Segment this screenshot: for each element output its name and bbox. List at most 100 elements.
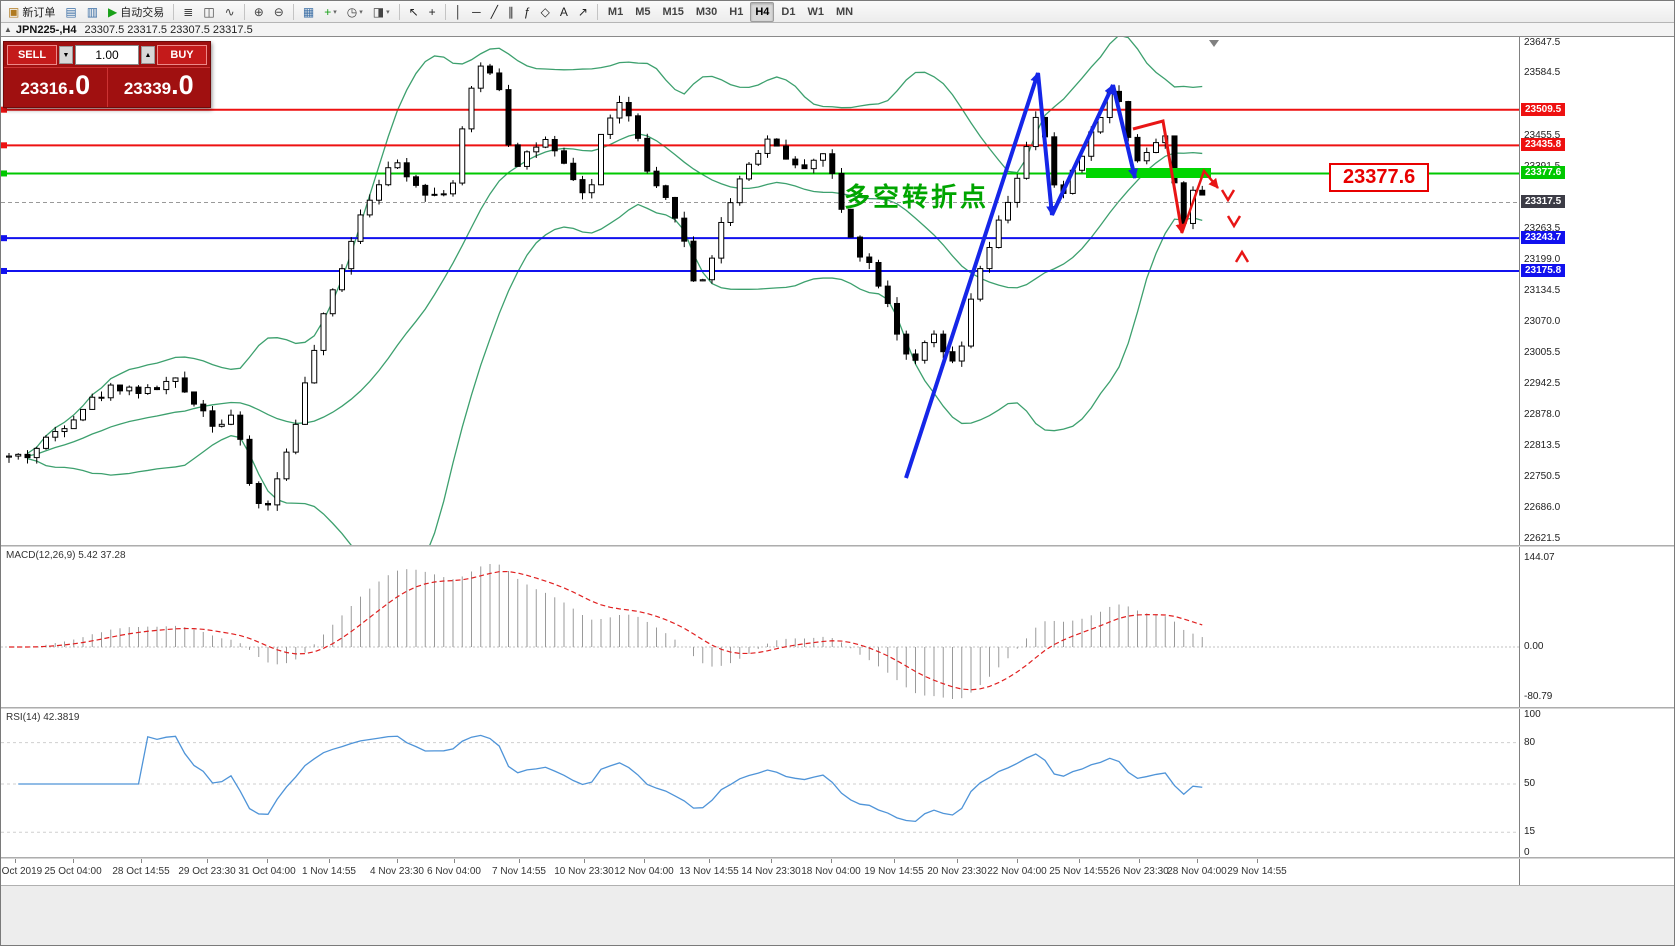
buy-price[interactable]: 23339.0 bbox=[106, 68, 211, 107]
trendline-button[interactable]: ╱ bbox=[487, 2, 502, 22]
time-axis-label: 25 Nov 14:55 bbox=[1049, 866, 1109, 877]
timeframe-mn-button[interactable]: MN bbox=[835, 5, 854, 18]
volume-input[interactable] bbox=[75, 45, 139, 65]
price-level-badge: 23377.6 bbox=[1521, 166, 1566, 180]
cursor-button[interactable]: ↖ bbox=[405, 2, 423, 22]
pivot-point-annotation[interactable]: 多空转折点 bbox=[844, 182, 990, 212]
toolbar: ▣ 新订单 ▤ ▥ ▶ 自动交易 ≣ ◫ ∿ ⊕ ⊖ ▦ + ▾ ◷ ▾ ◨ ▾ ↖ + │ ─ ╱ ∥ ƒ ◇ A ↗ M1 M5 M15… bbox=[1, 1, 1674, 23]
timeframe-m1-button[interactable]: M1 bbox=[607, 5, 624, 18]
axis-label: 23584.5 bbox=[1524, 67, 1561, 79]
profiles-button[interactable]: ▥ bbox=[83, 2, 102, 22]
chart-area[interactable]: SELL ▼ ▲ BUY 23316.0 23339.0 多空转折点 23377… bbox=[1, 37, 1519, 545]
chevron-down-icon: ▾ bbox=[359, 8, 363, 16]
autotrading-icon: ▶ bbox=[108, 4, 118, 19]
arrow-tools-icon: ↗ bbox=[577, 4, 588, 19]
price-chart[interactable] bbox=[1, 37, 1519, 545]
ohlc-values: 23307.5 23317.5 23307.5 23317.5 bbox=[84, 23, 253, 36]
trade-panel-collapse-icon[interactable]: ▲ bbox=[4, 24, 12, 34]
horizontal-line-button[interactable]: ─ bbox=[468, 2, 485, 22]
axis-label: 23647.5 bbox=[1524, 37, 1561, 48]
time-tick bbox=[894, 859, 895, 863]
line-chart-button[interactable]: ∿ bbox=[221, 2, 239, 22]
time-axis-label: 6 Nov 04:00 bbox=[427, 866, 481, 877]
time-tick bbox=[1257, 859, 1258, 863]
timeframe-h1-button[interactable]: H1 bbox=[729, 5, 744, 18]
autotrading-button[interactable]: ▶ 自动交易 bbox=[104, 2, 168, 22]
tile-windows-button[interactable]: ▦ bbox=[299, 2, 318, 22]
rsi-panel[interactable] bbox=[1, 709, 1519, 857]
axis-label: 23005.5 bbox=[1524, 347, 1561, 359]
price-callout-label[interactable]: 23377.6 bbox=[1329, 163, 1430, 192]
chart-info-bar: ▲ JPN225-,H4 23307.5 23317.5 23307.5 233… bbox=[1, 23, 1674, 37]
equidistant-channel-icon: ∥ bbox=[507, 4, 514, 19]
price-level-badge: 23509.5 bbox=[1521, 102, 1566, 116]
equidistant-channel-button[interactable]: ∥ bbox=[504, 2, 518, 22]
time-axis-label: 28 Oct 14:55 bbox=[112, 866, 170, 877]
symbol-period-label: JPN225-,H4 bbox=[15, 23, 77, 36]
timeframe-m30-button[interactable]: M30 bbox=[695, 5, 718, 18]
timeframe-h4-button[interactable]: H4 bbox=[750, 1, 775, 22]
indicators-button[interactable]: + ▾ bbox=[320, 2, 341, 22]
candlestick-chart-button[interactable]: ◫ bbox=[199, 2, 218, 22]
rsi-indicator-label: RSI(14) 42.3819 bbox=[6, 712, 80, 723]
vertical-line-button[interactable]: │ bbox=[451, 2, 467, 22]
fibonacci-button[interactable]: ƒ bbox=[520, 2, 535, 22]
time-tick bbox=[831, 859, 832, 863]
volume-decrease-button[interactable]: ▼ bbox=[59, 46, 73, 64]
time-axis-label: 31 Oct 04:00 bbox=[238, 866, 296, 877]
axis-label: 23391.5 bbox=[1524, 161, 1560, 172]
buy-price-main: 23339 bbox=[123, 79, 172, 98]
axis-label: 22813.5 bbox=[1524, 440, 1561, 452]
macd-panel[interactable] bbox=[1, 547, 1519, 707]
time-tick bbox=[519, 859, 520, 863]
time-tick bbox=[141, 859, 142, 863]
axis-label: 22621.5 bbox=[1524, 532, 1561, 544]
price-scale[interactable]: 23647.5 23584.5 23455.5 23391.5 23263.5 23199… bbox=[1519, 37, 1674, 885]
panel-separator[interactable] bbox=[1, 707, 1674, 709]
time-tick bbox=[957, 859, 958, 863]
toolbar-button-label: 新订单 bbox=[22, 6, 56, 19]
buy-button[interactable]: BUY bbox=[157, 45, 207, 65]
bar-chart-button[interactable]: ≣ bbox=[179, 2, 197, 22]
time-axis-label: 29 Nov 14:55 bbox=[1227, 866, 1287, 877]
timeframe-m5-button[interactable]: M5 bbox=[635, 5, 651, 18]
zoom-out-button[interactable]: ⊖ bbox=[270, 2, 288, 22]
zoom-out-icon: ⊖ bbox=[273, 4, 284, 19]
time-axis-label: 10 Nov 23:30 bbox=[554, 866, 614, 877]
shapes-button[interactable]: ◇ bbox=[537, 2, 554, 22]
zoom-in-button[interactable]: ⊕ bbox=[250, 2, 268, 22]
fibonacci-icon: ƒ bbox=[523, 4, 531, 19]
axis-label: 0 bbox=[1524, 847, 1530, 858]
status-bar bbox=[1, 885, 1674, 945]
templates-button[interactable]: ◨ ▾ bbox=[369, 2, 394, 22]
text-button[interactable]: A bbox=[556, 2, 572, 22]
time-tick bbox=[1017, 859, 1018, 863]
time-tick bbox=[644, 859, 645, 863]
templates-icon: ◨ bbox=[372, 4, 385, 19]
axis-label: 50 bbox=[1524, 778, 1536, 789]
periods-button[interactable]: ◷ ▾ bbox=[343, 2, 367, 22]
panel-separator[interactable] bbox=[1, 545, 1674, 547]
panel-separator bbox=[1, 857, 1674, 859]
new-order-button[interactable]: ▣ 新订单 bbox=[4, 2, 59, 22]
axis-label: 22750.5 bbox=[1524, 470, 1561, 482]
crosshair-button[interactable]: + bbox=[425, 2, 440, 22]
new-chart-button[interactable]: ▤ bbox=[61, 2, 80, 22]
timeframe-w1-button[interactable]: W1 bbox=[807, 5, 824, 18]
axis-label: 144.07 bbox=[1524, 551, 1555, 563]
arrow-tools-button[interactable]: ↗ bbox=[574, 2, 592, 22]
volume-increase-button[interactable]: ▲ bbox=[141, 46, 155, 64]
timeframe-d1-button[interactable]: D1 bbox=[781, 5, 796, 18]
time-tick bbox=[73, 859, 74, 863]
chevron-down-icon: ▾ bbox=[386, 8, 390, 16]
profiles-icon: ▥ bbox=[86, 4, 99, 19]
line-chart-icon: ∿ bbox=[224, 4, 235, 19]
time-tick bbox=[267, 859, 268, 863]
time-tick bbox=[1139, 859, 1140, 863]
price-level-badge: 23435.8 bbox=[1521, 138, 1566, 152]
timeframe-m15-button[interactable]: M15 bbox=[662, 5, 684, 18]
sell-button[interactable]: SELL bbox=[7, 45, 57, 65]
sell-price[interactable]: 23316.0 bbox=[4, 68, 107, 107]
